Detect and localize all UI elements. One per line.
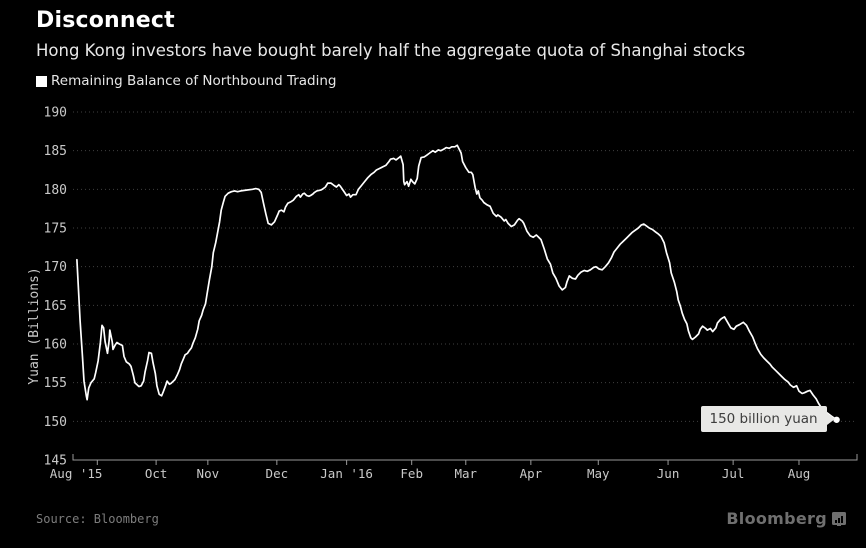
x-axis-line: [72, 454, 858, 461]
y-tick-label: 165: [44, 299, 67, 314]
y-tick-label: 175: [44, 222, 67, 237]
source-note: Source: Bloomberg: [36, 512, 159, 526]
bloomberg-logo: Bloomberg: [726, 509, 846, 528]
y-tick-label: 155: [44, 376, 67, 391]
y-tick-label: 160: [44, 338, 67, 353]
y-tick-label: 170: [44, 260, 67, 275]
x-tick-label: Jan '16: [320, 466, 373, 481]
x-tick-label: May: [587, 466, 610, 481]
chart-subtitle: Hong Kong investors have bought barely h…: [36, 41, 746, 60]
x-tick-label: Nov: [197, 466, 220, 481]
x-tick-label: Oct: [145, 466, 168, 481]
x-tick-label: Dec: [266, 466, 289, 481]
x-tick-label: Aug: [788, 466, 811, 481]
x-tick-label: Feb: [400, 466, 423, 481]
end-point-dot: [833, 416, 840, 423]
x-tick-label: Mar: [454, 466, 477, 481]
x-tick-label: Jun: [657, 466, 680, 481]
y-tick-label: 185: [44, 144, 67, 159]
x-tick-label: Aug '15: [50, 466, 103, 481]
y-tick-label: 150: [44, 415, 67, 430]
terminal-icon: [832, 511, 846, 526]
page-title: Disconnect: [36, 8, 175, 33]
legend: Remaining Balance of Northbound Trading: [36, 73, 337, 89]
y-tick-label: 190: [44, 106, 67, 121]
x-tick-label: Jul: [722, 466, 745, 481]
annotation-callout: 150 billion yuan: [700, 405, 835, 432]
callout-pointer-icon: [826, 412, 835, 425]
legend-swatch-icon: [36, 75, 47, 87]
y-axis-title: Yuan (Billions): [27, 267, 42, 384]
legend-label: Remaining Balance of Northbound Trading: [51, 73, 337, 89]
y-tick-label: 180: [44, 183, 67, 198]
annotation-text: 150 billion yuan: [709, 410, 818, 427]
series-line: [76, 144, 838, 421]
x-tick-label: Apr: [520, 466, 543, 481]
y-tick-label: 145: [44, 454, 67, 469]
bloomberg-wordmark: Bloomberg: [726, 509, 827, 528]
